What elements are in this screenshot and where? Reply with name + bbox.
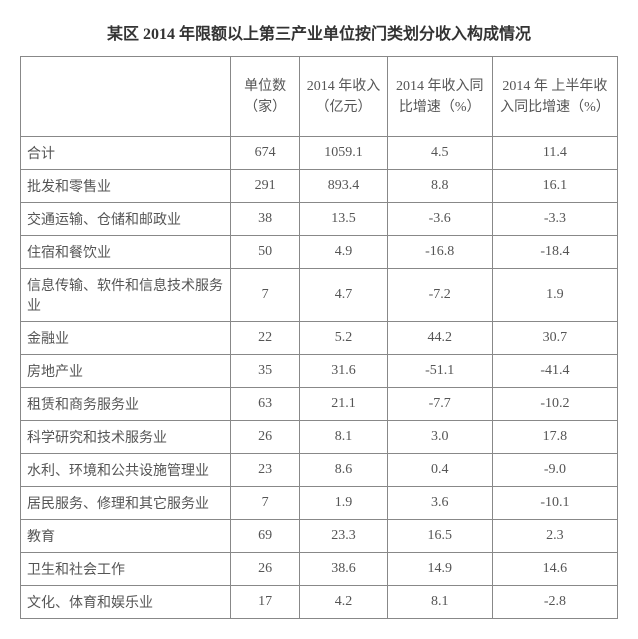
table-row: 科学研究和技术服务业268.13.017.8 <box>21 421 618 454</box>
data-table: 单位数（家） 2014 年收入（亿元） 2014 年收入同比增速（%） 2014… <box>20 56 618 619</box>
cell-growth: 3.6 <box>387 487 492 520</box>
col-header-h1growth: 2014 年 上半年收入同比增速（%） <box>492 57 617 137</box>
cell-h1growth: 2.3 <box>492 520 617 553</box>
cell-growth: -7.7 <box>387 388 492 421</box>
table-row: 信息传输、软件和信息技术服务业74.7-7.21.9 <box>21 269 618 322</box>
cell-revenue: 31.6 <box>300 355 387 388</box>
table-row: 水利、环境和公共设施管理业238.60.4-9.0 <box>21 454 618 487</box>
table-row: 教育6923.316.52.3 <box>21 520 618 553</box>
cell-h1growth: -10.2 <box>492 388 617 421</box>
cell-units: 26 <box>231 421 300 454</box>
cell-h1growth: 11.4 <box>492 137 617 170</box>
cell-category: 住宿和餐饮业 <box>21 236 231 269</box>
cell-units: 50 <box>231 236 300 269</box>
cell-h1growth: 17.8 <box>492 421 617 454</box>
cell-units: 7 <box>231 487 300 520</box>
table-body: 合计6741059.14.511.4批发和零售业291893.48.816.1交… <box>21 137 618 619</box>
table-row: 居民服务、修理和其它服务业71.93.6-10.1 <box>21 487 618 520</box>
cell-units: 674 <box>231 137 300 170</box>
cell-category: 居民服务、修理和其它服务业 <box>21 487 231 520</box>
cell-category: 交通运输、仓储和邮政业 <box>21 203 231 236</box>
cell-revenue: 5.2 <box>300 322 387 355</box>
table-row: 文化、体育和娱乐业174.28.1-2.8 <box>21 586 618 619</box>
cell-growth: 8.1 <box>387 586 492 619</box>
cell-revenue: 893.4 <box>300 170 387 203</box>
cell-h1growth: -10.1 <box>492 487 617 520</box>
cell-units: 63 <box>231 388 300 421</box>
cell-revenue: 38.6 <box>300 553 387 586</box>
table-row: 租赁和商务服务业6321.1-7.7-10.2 <box>21 388 618 421</box>
cell-units: 17 <box>231 586 300 619</box>
table-row: 住宿和餐饮业504.9-16.8-18.4 <box>21 236 618 269</box>
cell-category: 批发和零售业 <box>21 170 231 203</box>
cell-category: 科学研究和技术服务业 <box>21 421 231 454</box>
cell-category: 水利、环境和公共设施管理业 <box>21 454 231 487</box>
cell-growth: 4.5 <box>387 137 492 170</box>
cell-growth: 16.5 <box>387 520 492 553</box>
cell-growth: 0.4 <box>387 454 492 487</box>
cell-category: 金融业 <box>21 322 231 355</box>
table-title: 某区 2014 年限额以上第三产业单位按门类划分收入构成情况 <box>20 20 618 44</box>
cell-category: 房地产业 <box>21 355 231 388</box>
table-row: 合计6741059.14.511.4 <box>21 137 618 170</box>
cell-revenue: 13.5 <box>300 203 387 236</box>
table-row: 房地产业3531.6-51.1-41.4 <box>21 355 618 388</box>
cell-growth: -7.2 <box>387 269 492 322</box>
cell-category: 租赁和商务服务业 <box>21 388 231 421</box>
cell-h1growth: 16.1 <box>492 170 617 203</box>
header-row: 单位数（家） 2014 年收入（亿元） 2014 年收入同比增速（%） 2014… <box>21 57 618 137</box>
cell-units: 35 <box>231 355 300 388</box>
cell-growth: 14.9 <box>387 553 492 586</box>
table-row: 金融业225.244.230.7 <box>21 322 618 355</box>
cell-units: 22 <box>231 322 300 355</box>
cell-h1growth: -18.4 <box>492 236 617 269</box>
cell-revenue: 4.7 <box>300 269 387 322</box>
cell-revenue: 1.9 <box>300 487 387 520</box>
cell-growth: 44.2 <box>387 322 492 355</box>
cell-revenue: 4.2 <box>300 586 387 619</box>
cell-category: 教育 <box>21 520 231 553</box>
cell-h1growth: 14.6 <box>492 553 617 586</box>
cell-units: 291 <box>231 170 300 203</box>
cell-growth: -16.8 <box>387 236 492 269</box>
table-row: 交通运输、仓储和邮政业3813.5-3.6-3.3 <box>21 203 618 236</box>
cell-category: 信息传输、软件和信息技术服务业 <box>21 269 231 322</box>
cell-revenue: 8.6 <box>300 454 387 487</box>
col-header-growth: 2014 年收入同比增速（%） <box>387 57 492 137</box>
table-row: 批发和零售业291893.48.816.1 <box>21 170 618 203</box>
cell-category: 合计 <box>21 137 231 170</box>
cell-revenue: 23.3 <box>300 520 387 553</box>
cell-revenue: 4.9 <box>300 236 387 269</box>
cell-growth: 3.0 <box>387 421 492 454</box>
cell-h1growth: -2.8 <box>492 586 617 619</box>
cell-revenue: 8.1 <box>300 421 387 454</box>
cell-growth: -51.1 <box>387 355 492 388</box>
col-header-category <box>21 57 231 137</box>
cell-units: 26 <box>231 553 300 586</box>
cell-h1growth: 1.9 <box>492 269 617 322</box>
cell-growth: -3.6 <box>387 203 492 236</box>
cell-h1growth: 30.7 <box>492 322 617 355</box>
cell-h1growth: -9.0 <box>492 454 617 487</box>
cell-revenue: 1059.1 <box>300 137 387 170</box>
col-header-revenue: 2014 年收入（亿元） <box>300 57 387 137</box>
cell-revenue: 21.1 <box>300 388 387 421</box>
cell-category: 卫生和社会工作 <box>21 553 231 586</box>
cell-h1growth: -41.4 <box>492 355 617 388</box>
cell-units: 69 <box>231 520 300 553</box>
cell-units: 7 <box>231 269 300 322</box>
col-header-units: 单位数（家） <box>231 57 300 137</box>
cell-category: 文化、体育和娱乐业 <box>21 586 231 619</box>
table-row: 卫生和社会工作2638.614.914.6 <box>21 553 618 586</box>
cell-units: 38 <box>231 203 300 236</box>
cell-growth: 8.8 <box>387 170 492 203</box>
cell-h1growth: -3.3 <box>492 203 617 236</box>
cell-units: 23 <box>231 454 300 487</box>
